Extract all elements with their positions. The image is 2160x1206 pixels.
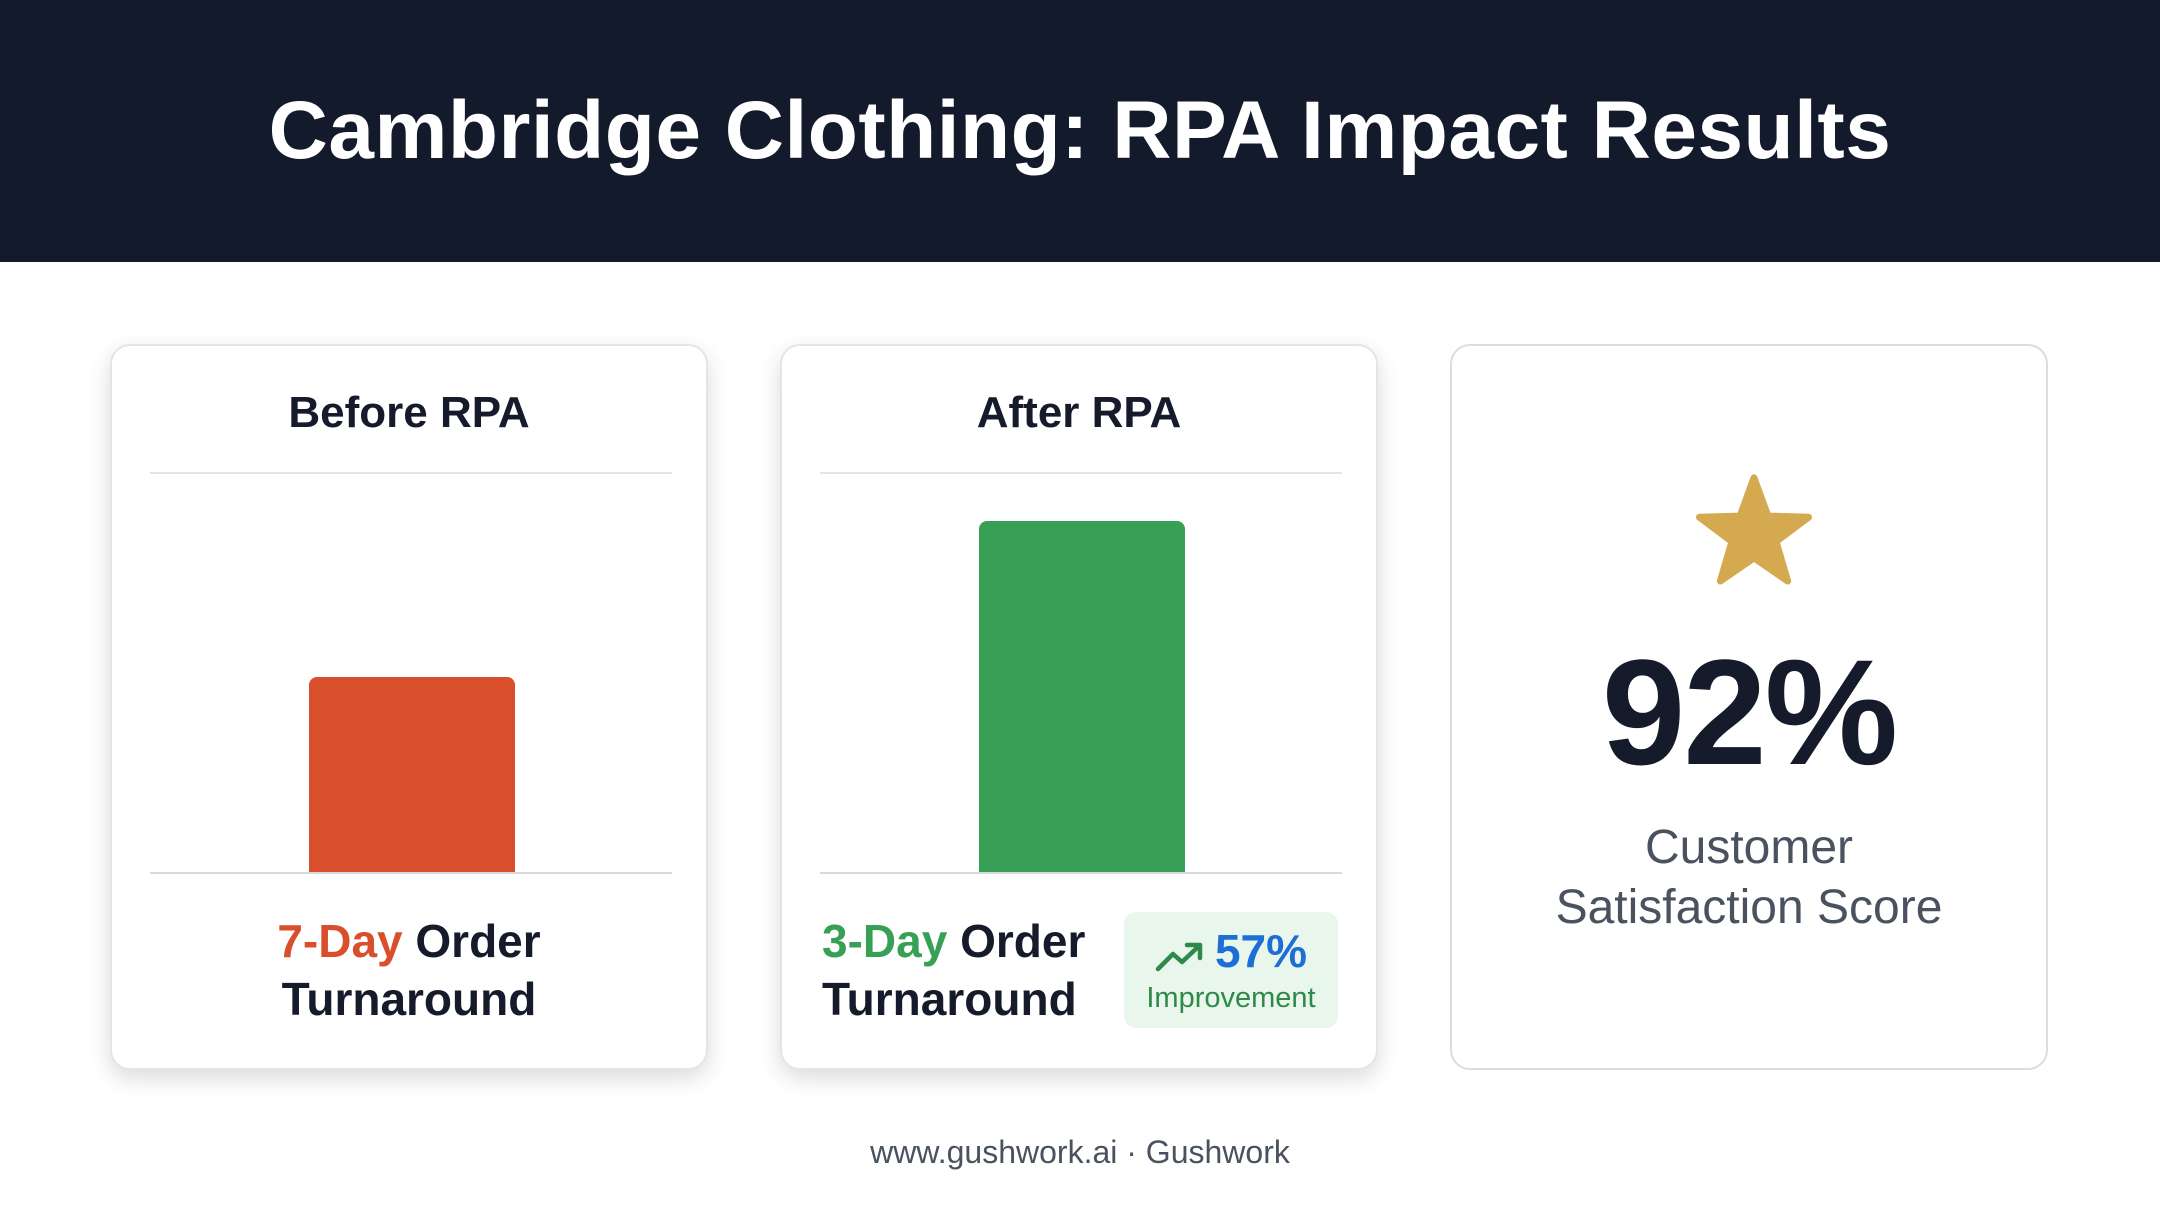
divider	[820, 472, 1342, 474]
after-bar	[979, 521, 1185, 872]
after-card-title: After RPA	[976, 388, 1182, 437]
before-metric-turnaround: Turnaround	[281, 973, 537, 1025]
satisfaction-label-line2: Satisfaction Score	[1555, 881, 1943, 934]
before-rpa-card: Before RPA 7-Day Order Turnaround	[110, 344, 708, 1070]
after-metric-turnaround: Turnaround	[822, 973, 1077, 1025]
before-card-title: Before RPA	[288, 388, 530, 437]
star-icon	[1696, 474, 1812, 585]
improvement-badge: 57% Improvement	[1124, 912, 1338, 1028]
before-metric-highlight: 7-Day	[277, 915, 403, 967]
trending-up-icon	[1155, 942, 1203, 972]
footer-attribution: www.gushwork.ai · Gushwork	[870, 1134, 1290, 1170]
header-banner: Cambridge Clothing: RPA Impact Results	[0, 0, 2160, 262]
satisfaction-score: 92%	[1601, 628, 1898, 796]
after-metric-highlight: 3-Day	[822, 915, 948, 967]
improvement-label: Improvement	[1146, 982, 1316, 1014]
chart-baseline	[820, 872, 1342, 874]
chart-baseline	[150, 872, 672, 874]
before-metric: 7-Day Order Turnaround	[112, 912, 706, 1028]
satisfaction-card: 92% Customer Satisfaction Score	[1450, 344, 2048, 1070]
after-rpa-card: After RPA 3-Day Order Turnaround 57% Imp…	[780, 344, 1378, 1070]
divider	[150, 472, 672, 474]
satisfaction-label: Customer Satisfaction Score	[1452, 818, 2046, 938]
improvement-value: 57%	[1214, 925, 1308, 977]
before-metric-order: Order	[415, 915, 541, 967]
after-metric-order: Order	[960, 915, 1086, 967]
page-title: Cambridge Clothing: RPA Impact Results	[268, 85, 1892, 176]
satisfaction-label-line1: Customer	[1644, 821, 1854, 874]
after-metric: 3-Day Order Turnaround	[822, 912, 1085, 1028]
before-bar	[309, 677, 515, 872]
